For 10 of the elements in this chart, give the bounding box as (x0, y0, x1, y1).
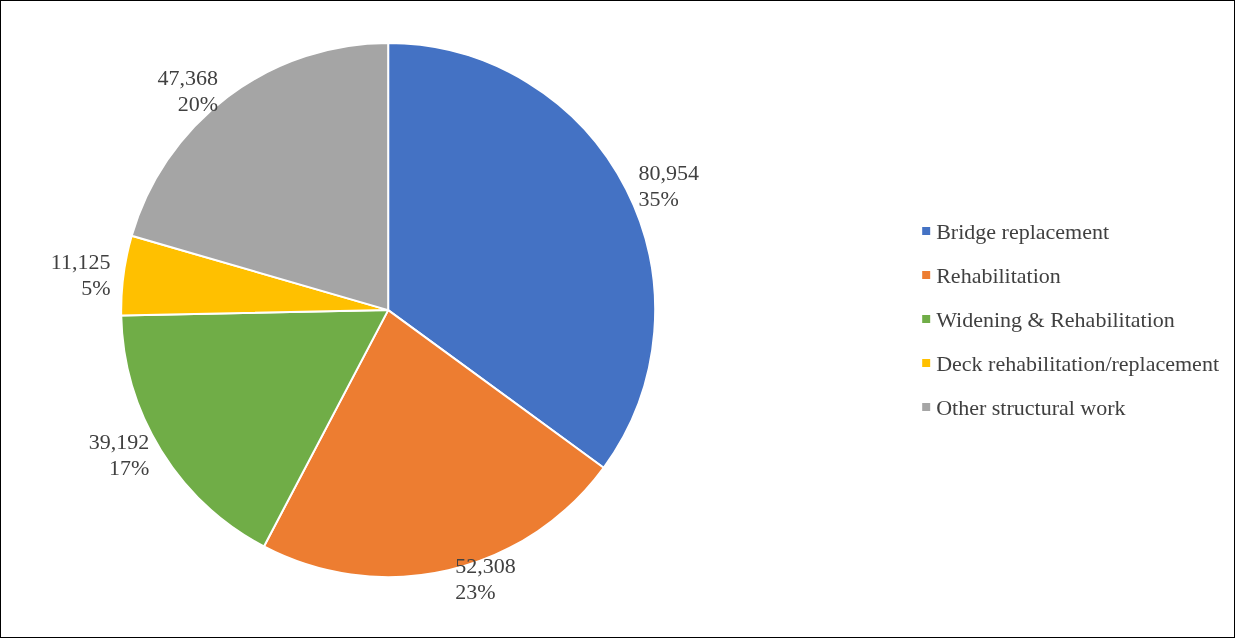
legend-label: Other structural work (936, 394, 1126, 420)
data-label: 39,192 17% (88, 429, 150, 481)
data-label: 11,125 5% (50, 248, 111, 300)
legend-label: Bridge replacement (936, 218, 1110, 244)
legend-label: Rehabilitation (936, 262, 1061, 288)
data-label: 47,368 20% (157, 64, 218, 116)
legend-label: Deck rehabilitation/replacement (936, 350, 1219, 376)
legend-label: Widening & Rehabilitation (936, 306, 1175, 332)
data-label: 52,308 23% (455, 552, 516, 604)
data-label: 80,954 35% (638, 160, 699, 212)
